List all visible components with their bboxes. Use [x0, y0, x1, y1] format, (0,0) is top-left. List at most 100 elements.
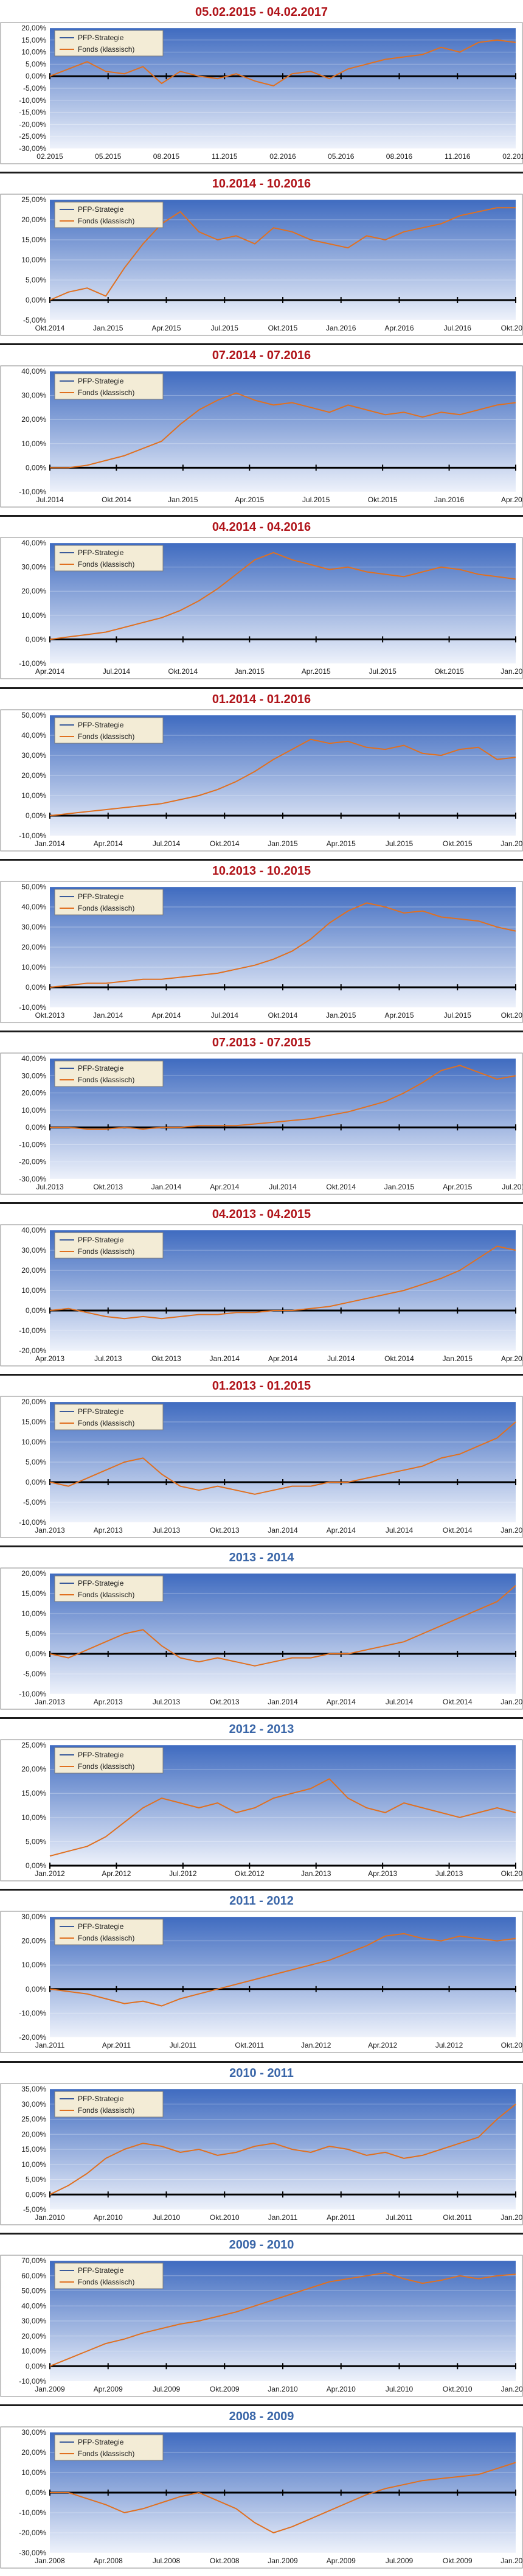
y-tick-label: 40,00%	[21, 903, 46, 911]
legend-label-fund: Fonds (klassisch)	[78, 1934, 134, 1942]
y-tick-label: 20,00%	[21, 587, 46, 595]
legend: PFP-Strategie Fonds (klassisch)	[54, 201, 164, 228]
y-tick-label: -10,00%	[19, 659, 46, 668]
x-tick-label: Jul.2014	[36, 495, 64, 504]
section-divider	[0, 1374, 523, 1376]
x-tick-label: Jul.2010	[153, 2213, 181, 2222]
y-tick-label: 10,00%	[21, 1438, 46, 1446]
y-tick-label: 40,00%	[21, 2301, 46, 2310]
y-tick-label: 20,00%	[21, 771, 46, 780]
y-tick-label: 25,00%	[21, 1741, 46, 1749]
chart-section: 2013 - 2014 20,00% 15,00% 10,00% 5,00% 0,00% -…	[0, 1545, 523, 1717]
y-tick-label: 10,00%	[21, 1286, 46, 1295]
y-tick-label: 0,00%	[26, 811, 46, 820]
series-line-fund	[50, 392, 516, 469]
legend-label-fund: Fonds (klassisch)	[78, 1076, 134, 1084]
legend-label-strategy: PFP-Strategie	[78, 892, 124, 901]
y-tick-label: -10,00%	[19, 1140, 46, 1149]
x-tick-label: Apr.2014	[268, 1354, 297, 1363]
x-tick-label: Okt.2012	[501, 2041, 523, 2049]
y-tick-label: 35,00%	[21, 2085, 46, 2093]
y-tick-label: 20,00%	[21, 2332, 46, 2340]
legend-box	[54, 201, 164, 228]
x-tick-label: Jan.2013	[301, 1869, 331, 1878]
y-tick-label: -5,00%	[23, 84, 46, 93]
x-tick-label: Jul.2015	[386, 839, 414, 848]
section-divider	[0, 515, 523, 517]
y-tick-label: 0,00%	[26, 1123, 46, 1132]
legend: PFP-Strategie Fonds (klassisch)	[54, 30, 164, 57]
line-chart: 40,00% 30,00% 20,00% 10,00% 0,00% -10,00% -20,…	[0, 1052, 523, 1195]
line-chart: 40,00% 30,00% 20,00% 10,00% 0,00% -10,00% -20,…	[0, 1224, 523, 1367]
x-tick-label: Okt.2013	[151, 1354, 181, 1363]
x-tick-label: Jul.2015	[502, 1183, 523, 1191]
section-divider	[0, 2233, 523, 2235]
x-tick-label: Apr.2014	[327, 1698, 356, 1706]
section-divider	[0, 343, 523, 345]
y-tick-label: 50,00%	[21, 711, 46, 719]
x-tick-label: Okt.2011	[235, 2041, 264, 2049]
x-tick-label: Okt.2013	[210, 1526, 240, 1535]
y-tick-label: 30,00%	[21, 563, 46, 572]
y-tick-label: -30,00%	[19, 2549, 46, 2557]
x-tick-label: Okt.2008	[210, 2557, 240, 2565]
y-tick-label: 50,00%	[21, 2287, 46, 2295]
legend-label-strategy: PFP-Strategie	[78, 1407, 124, 1416]
x-tick-label: Jul.2014	[386, 1526, 414, 1535]
y-tick-label: -10,00%	[19, 831, 46, 840]
y-tick-label: 15,00%	[21, 2145, 46, 2154]
x-tick-label: Jan.2011	[501, 2385, 523, 2393]
line-chart: 50,00% 40,00% 30,00% 20,00% 10,00% 0,00% -10,0…	[0, 881, 523, 1023]
legend-label-strategy: PFP-Strategie	[78, 377, 124, 385]
chart-title: 2009 - 2010	[229, 2238, 294, 2252]
x-tick-label: 11.2016	[445, 152, 471, 161]
y-tick-label: -10,00%	[19, 1326, 46, 1335]
x-tick-label: Jan.2012	[301, 2041, 331, 2049]
y-tick-label: 0,00%	[26, 1306, 46, 1315]
y-tick-label: 30,00%	[21, 1246, 46, 1255]
legend-label-strategy: PFP-Strategie	[78, 1751, 124, 1759]
chart-title: 07.2013 - 07.2015	[212, 1036, 311, 1049]
legend-label-fund: Fonds (klassisch)	[78, 217, 134, 225]
chart-section: 2011 - 2012 30,00% 20,00% 10,00% 0,00% -10,00…	[0, 1889, 523, 2060]
legend: PFP-Strategie Fonds (klassisch)	[54, 1747, 164, 1774]
y-tick-label: 10,00%	[21, 48, 46, 57]
y-tick-label: -5,00%	[23, 1670, 46, 1678]
y-tick-label: -15,00%	[19, 108, 46, 117]
x-tick-label: Jan.2011	[268, 2213, 298, 2222]
y-tick-label: -30,00%	[19, 144, 46, 153]
chart-title: 10.2014 - 10.2016	[212, 177, 311, 191]
x-tick-label: Apr.2015	[302, 667, 331, 676]
x-tick-label: Jul.2014	[386, 1698, 414, 1706]
x-tick-label: Apr.2012	[368, 2041, 397, 2049]
legend-box	[54, 2091, 164, 2118]
x-tick-label: Jan.2014	[151, 1183, 182, 1191]
legend: PFP-Strategie Fonds (klassisch)	[54, 373, 164, 400]
legend-label-fund: Fonds (klassisch)	[78, 560, 134, 569]
legend-label-strategy: PFP-Strategie	[78, 1579, 124, 1587]
y-tick-label: 10,00%	[21, 1961, 46, 1969]
line-chart: 30,00%20,00%10,00%0,00%-10,00%-20,00%Jan…	[0, 1911, 523, 2053]
x-tick-label: Jan.2012	[500, 2213, 523, 2222]
x-tick-label: Apr.2013	[35, 1354, 64, 1363]
x-tick-label: Jan.2011	[35, 2041, 65, 2049]
y-tick-label: 30,00%	[21, 751, 46, 760]
y-tick-label: 10,00%	[21, 963, 46, 971]
x-tick-label: Apr.2014	[35, 667, 64, 676]
y-tick-label: 20,00%	[21, 1266, 46, 1275]
x-tick-label: Okt.2015	[434, 667, 464, 676]
x-tick-label: Jan.2010	[35, 2213, 65, 2222]
x-tick-label: Okt.2014	[102, 495, 131, 504]
chart-section: 2012 - 2013 25,00% 20,00% 15,00% 10,00% 5,00%…	[0, 1717, 523, 1889]
x-tick-label: Jan.2015	[500, 1526, 523, 1535]
x-tick-label: Apr.2013	[94, 1698, 123, 1706]
y-tick-label: 15,00%	[21, 236, 46, 244]
x-tick-label: Jan.2013	[35, 1698, 65, 1706]
x-tick-label: Jul.2011	[386, 2213, 413, 2222]
y-tick-label: 10,00%	[21, 1813, 46, 1822]
y-tick-label: -5,00%	[23, 316, 46, 324]
y-tick-label: 0,00%	[26, 1985, 46, 1993]
x-tick-label: Jan.2015	[268, 839, 298, 848]
x-tick-label: Jan.2010	[268, 2385, 298, 2393]
line-chart: 20,00% 15,00% 10,00% 5,00% 0,00% -5,00% -10,00…	[0, 1567, 523, 1710]
